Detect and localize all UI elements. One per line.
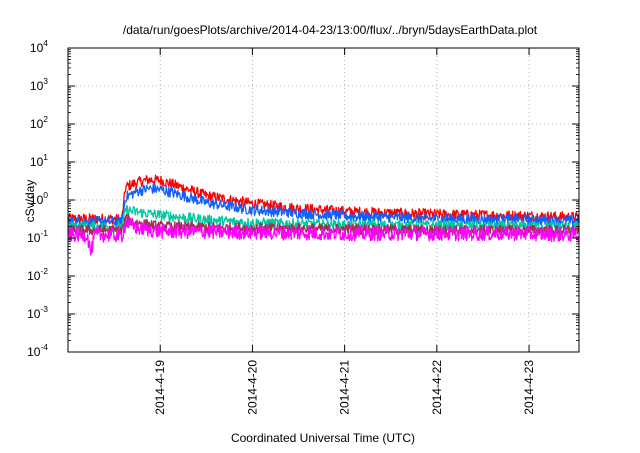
x-tick-label: 2014-4-19 xyxy=(153,360,167,415)
x-tick-label: 2014-4-22 xyxy=(430,360,444,415)
series-line xyxy=(67,174,580,226)
y-tick-label: 104 xyxy=(30,38,48,55)
y-tick-label: 102 xyxy=(30,114,48,131)
ticks: 10-4 10-3 10-2 10-1 100 101 102 103 104 2014-4-19… xyxy=(27,38,579,415)
series-group xyxy=(67,174,580,256)
y-tick-label: 10-2 xyxy=(27,266,48,283)
y-tick-label: 10-3 xyxy=(27,304,48,321)
x-axis-title: Coordinated Universal Time (UTC) xyxy=(231,431,415,445)
series-line xyxy=(67,183,580,228)
y-tick-label: 101 xyxy=(30,152,48,169)
chart-title: /data/run/goesPlots/archive/2014-04-23/1… xyxy=(123,23,538,37)
y-axis-title: cSv/day xyxy=(23,180,37,223)
series-line xyxy=(67,204,580,233)
x-tick-label: 2014-4-21 xyxy=(338,360,352,415)
grid-lines xyxy=(68,48,579,352)
y-tick-label: 100 xyxy=(30,190,48,207)
x-tick-label: 2014-4-23 xyxy=(522,360,536,415)
x-tick-label: 2014-4-20 xyxy=(245,360,259,415)
series-line xyxy=(67,217,580,256)
y-tick-label: 10-4 xyxy=(27,342,48,359)
y-tick-label: 103 xyxy=(30,76,48,93)
y-tick-label: 10-1 xyxy=(27,228,48,245)
